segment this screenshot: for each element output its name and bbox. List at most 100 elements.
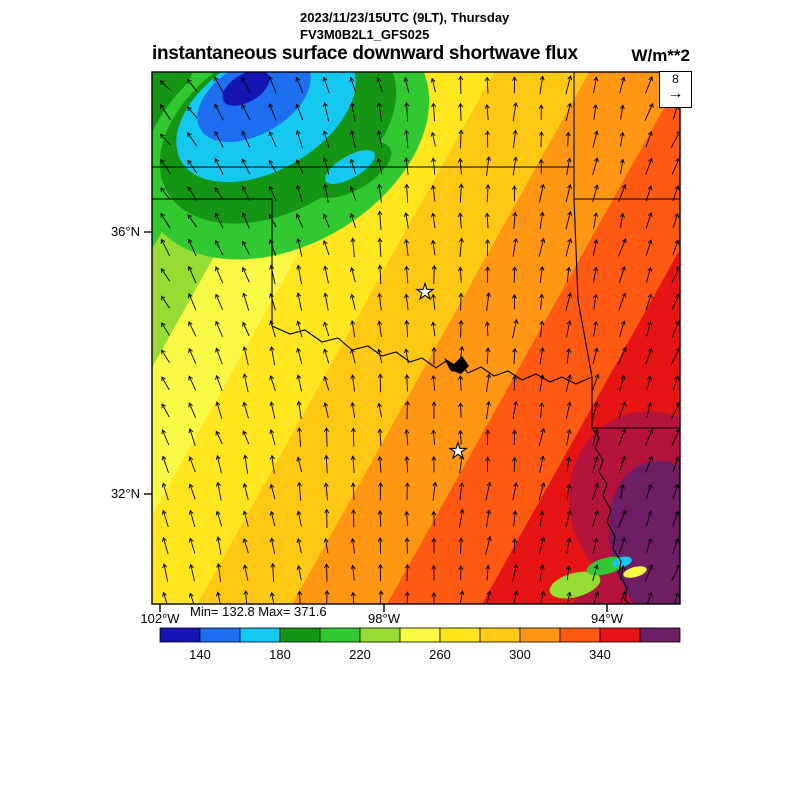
wind-arrow [618,537,626,555]
wind-arrow [593,590,600,604]
wind-arrow [645,157,653,175]
wind-arrow [242,454,249,474]
wind-arrow [214,157,224,175]
wind-arrow [187,131,198,147]
wind-arrow [619,374,626,392]
wind-arrow [187,213,197,228]
wind-arrow [350,427,356,447]
wind-arrow [295,213,304,228]
wind-arrow [591,373,600,393]
wind-arrow [241,103,251,121]
wind-reference-box: 8 → [659,71,692,108]
wind-arrow [377,537,383,554]
wind-arrow [159,133,171,146]
wind-arrow [296,237,303,257]
wind-arrow [322,239,330,256]
wind-arrow [430,157,436,175]
wind-arrow [619,158,625,174]
wind-arrow [431,564,437,581]
wind-arrow [591,482,600,501]
wind-arrow [295,159,304,174]
wind-arrow [214,186,224,201]
state-borders [152,72,680,604]
wind-arrow [619,104,625,120]
wind-arrow [565,509,572,528]
wind-arrow [268,130,277,148]
wind-arrow [619,320,626,338]
wind-arrow [216,536,222,555]
wind-arrow [215,293,224,310]
wind-arrow [269,292,276,311]
wind-arrow [565,183,572,203]
wind-arrow [377,455,383,473]
wind-arrow [512,102,518,122]
wind-arrow [431,102,437,122]
wind-arrow [512,400,519,420]
wind-arrow [378,481,383,501]
wind-arrow [269,264,276,285]
wind-arrow [511,293,517,310]
wind-arrow [592,455,599,473]
wind-arrow [565,210,573,230]
wind-arrow [404,319,410,338]
wind-arrow [458,564,464,581]
state-border-line [573,198,593,378]
wind-arrow [188,402,197,418]
wind-arrow [431,375,437,391]
wind-arrow [645,455,654,473]
flux-field [152,72,680,604]
wind-arrow [376,77,383,93]
wind-arrow [404,238,409,256]
wind-arrow [404,482,410,501]
wind-arrow [323,537,329,554]
wind-arrow [214,76,224,94]
wind-arrow [512,266,518,283]
wind-arrow [672,483,680,500]
wind-arrow [161,509,169,528]
wind-arrow [459,482,465,501]
wind-arrow [350,237,356,258]
wind-arrow [538,481,546,501]
wind-arrow [485,564,491,581]
wind-arrow [485,429,491,446]
wind-arrow [646,266,653,283]
wind-arrow [242,564,249,581]
wind-arrow [324,589,330,604]
wind-arrow [538,536,546,555]
wind-arrow [485,509,492,528]
wind-arrow [430,212,436,229]
colorbar [159,627,681,643]
wind-arrow [269,483,276,500]
wind-arrow [565,292,572,311]
wind-arrow [349,293,356,310]
wind-arrow [565,401,572,419]
wind-arrow [215,347,223,365]
wind-arrow [671,157,680,175]
wind-arrow [619,483,625,499]
wind-arrow [431,537,437,554]
wind-arrow [268,75,277,94]
wind-arrow [484,321,490,337]
wind-arrow [268,159,277,174]
wind-arrow [215,510,223,527]
wind-arrow [187,265,197,284]
wind-arrow [617,509,627,528]
wind-arrow [377,563,383,582]
wind-arrow [672,510,680,527]
wind-arrow [566,320,572,338]
colorbar-cell [359,627,401,643]
city-star-marker [448,440,468,460]
wind-arrow [188,509,196,528]
wind-arrow [431,264,437,284]
wind-arrow [511,185,517,202]
wind-arrow [404,400,410,420]
wind-arrow [404,510,410,527]
wind-arrow [269,320,276,338]
colorbar-cell [599,627,641,643]
wind-arrow [566,456,572,473]
wind-arrow [645,185,653,202]
wind-arrow [646,321,653,337]
wind-arrow [431,592,437,604]
wind-arrow [269,429,276,446]
